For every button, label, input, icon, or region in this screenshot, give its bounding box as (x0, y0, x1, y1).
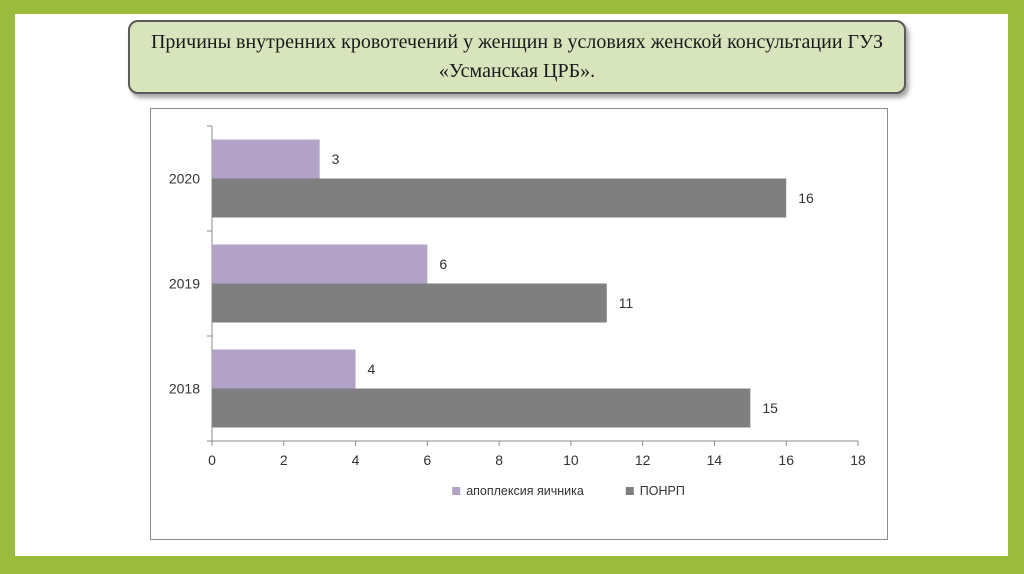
x-tick-label: 2 (280, 452, 288, 468)
bar (212, 349, 356, 389)
legend-swatch (625, 487, 634, 495)
category-label: 2019 (169, 276, 200, 292)
legend-label: ПОНРП (640, 484, 685, 498)
bar (212, 283, 607, 323)
x-tick-label: 0 (208, 452, 216, 468)
x-tick-label: 12 (635, 452, 651, 468)
x-tick-label: 10 (563, 452, 579, 468)
bar-chart: 0 2 4 6 8 10 12 14 16 18 2020 3 16 2019 6 11 2018 4 15 апоп… (169, 125, 866, 498)
x-tick-label: 16 (778, 452, 794, 468)
title-box: Причины внутренних кровотечений у женщин… (128, 20, 906, 94)
x-tick-label: 14 (707, 452, 723, 468)
legend-label: апоплексия яичника (466, 484, 584, 498)
category-label: 2020 (169, 171, 200, 187)
bar (212, 388, 751, 428)
bar (212, 178, 787, 218)
slide-title: Причины внутренних кровотечений у женщин… (150, 31, 884, 82)
data-label: 4 (368, 361, 376, 377)
data-label: 15 (762, 400, 778, 416)
category-label: 2018 (169, 381, 200, 397)
data-label: 16 (798, 190, 814, 206)
chart-container: 0 2 4 6 8 10 12 14 16 18 2020 3 16 2019 6 11 2018 4 15 апоп… (150, 108, 888, 540)
data-label: 11 (619, 295, 634, 311)
x-tick-label: 6 (423, 452, 431, 468)
data-label: 6 (439, 256, 447, 272)
legend-swatch (452, 487, 461, 495)
data-label: 3 (332, 151, 340, 167)
x-tick-label: 4 (352, 452, 360, 468)
bar (212, 244, 428, 284)
x-tick-label: 8 (495, 452, 503, 468)
x-tick-label: 18 (850, 452, 866, 468)
bar (212, 139, 320, 179)
